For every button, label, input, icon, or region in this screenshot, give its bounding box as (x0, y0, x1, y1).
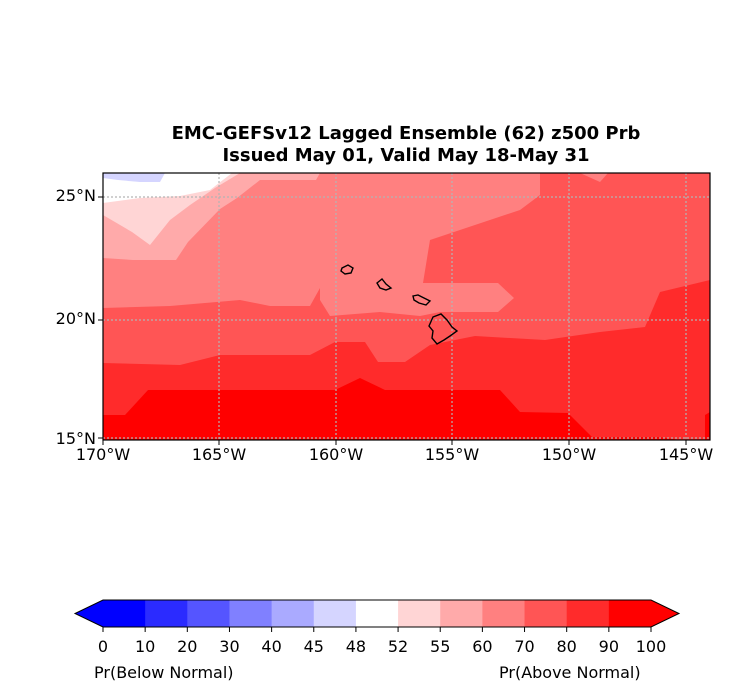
colorbar-tick-label: 48 (345, 637, 367, 656)
map-title-line-1: EMC-GEFSv12 Lagged Ensemble (62) z500 Pr… (171, 123, 641, 144)
colorbar-tick-label: 20 (177, 637, 198, 656)
contour-45-48 (103, 173, 165, 182)
colorbar-above-label: Pr(Above Normal) (499, 663, 641, 682)
colorbar-segment (398, 600, 441, 627)
colorbar-left-arrow (75, 600, 103, 627)
hawaii-coastline (340, 264, 459, 345)
colorbar-tick-label: 45 (303, 637, 324, 656)
colorbar-tick-label: 80 (556, 637, 577, 656)
lon-label-145w: 145°W (658, 445, 714, 464)
lon-label-150w: 150°W (541, 445, 597, 464)
colorbar-tick-label: 55 (430, 637, 451, 656)
kauai-island (340, 264, 354, 275)
lat-label-25n: 25°N (55, 186, 96, 205)
colorbar-segment (440, 600, 483, 627)
colorbar-segment (355, 600, 399, 627)
lat-label-15n: 15°N (55, 429, 96, 448)
lon-label-155w: 155°W (424, 445, 480, 464)
colorbar-below-label: Pr(Below Normal) (94, 663, 234, 682)
big-island (428, 313, 459, 345)
colorbar-segment (229, 600, 273, 627)
colorbar-segment (313, 600, 357, 627)
lon-label-160w: 160°W (308, 445, 364, 464)
colorbar-segment (271, 600, 315, 627)
map-gridlines (103, 173, 710, 440)
colorbar-tick-label: 10 (134, 637, 156, 656)
colorbar-tick-label: 30 (219, 637, 240, 656)
colorbar-right-arrow (651, 600, 679, 627)
map-frame (102, 172, 711, 441)
colorbar-segment (566, 600, 610, 627)
probability-contours (103, 173, 710, 440)
colorbar-segment (103, 600, 146, 627)
oahu-island (376, 278, 393, 291)
colorbar-segment (482, 600, 526, 627)
colorbar-tick-label: 52 (387, 637, 409, 656)
colorbar-tick-label: 90 (598, 637, 620, 656)
colorbar-tick-label: 40 (261, 637, 282, 656)
colorbar-tick-label: 100 (635, 637, 667, 656)
colorbar-segment (524, 600, 568, 627)
lon-label-170w: 170°W (75, 445, 131, 464)
axis-ticks (98, 196, 687, 445)
colorbar-tick-label: 70 (514, 637, 535, 656)
colorbar-tick-label: 60 (472, 637, 493, 656)
colorbar (73, 599, 681, 632)
lat-label-20n: 20°N (55, 309, 96, 328)
contour-60-70 (103, 173, 608, 316)
contour-90-100 (103, 378, 710, 440)
colorbar-tick-label: 0 (97, 637, 109, 656)
maui-island (412, 294, 432, 306)
colorbar-segment (608, 600, 652, 627)
lon-label-165w: 165°W (191, 445, 247, 464)
colorbar-segment (187, 600, 230, 627)
map-title-line-2: Issued May 01, Valid May 18-May 31 (222, 145, 590, 166)
colorbar-segment (145, 600, 188, 627)
